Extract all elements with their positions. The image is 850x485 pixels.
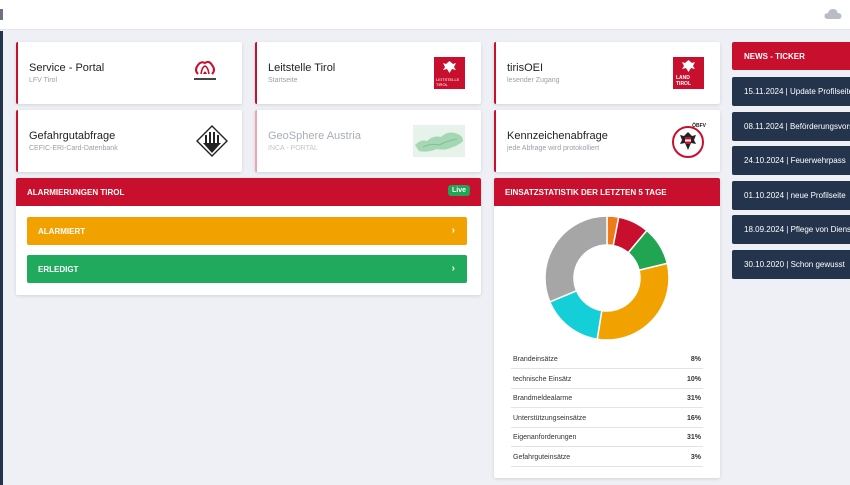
oebfv-logo-text: ÖBFV [692, 123, 706, 129]
card-title: Leitstelle Tirol [268, 62, 336, 74]
alarm-panel-title: ALARMIERUNGEN TIROL [27, 188, 125, 197]
stats-row-value: 10% [686, 375, 701, 383]
chevron-right-icon: › [451, 225, 455, 236]
alarm-panel: ALARMIERUNGEN TIROL Live ALARMIERT › ERL… [16, 178, 481, 295]
card-tirisoei[interactable]: tirisOEI lesender Zugang LAND TIROL [494, 42, 720, 104]
live-badge: Live [447, 185, 470, 196]
lfv-tirol-logo-icon [194, 60, 216, 80]
news-item[interactable]: 08.11.2024 | Beförderungsvorschlag [732, 111, 850, 141]
alarmiert-button[interactable]: ALARMIERT › [27, 217, 467, 245]
card-subtitle: CEFIC-ERI-Card-Datenbank [29, 145, 118, 152]
erledigt-label: ERLEDIGT [38, 265, 79, 274]
austria-map-icon [413, 125, 465, 157]
donut-chart [544, 215, 670, 341]
stats-row-value: 31% [686, 395, 701, 403]
donut-slice-eigenanforderungen [544, 215, 608, 303]
card-service-portal[interactable]: Service - Portal LFV Tirol [16, 42, 242, 104]
card-leitstelle-tirol[interactable]: Leitstelle Tirol Startseite LEITSTELLE T… [255, 42, 481, 104]
card-subtitle: Startseite [268, 77, 298, 84]
card-subtitle: lesender Zugang [507, 77, 560, 84]
stats-panel-header: EINSATZSTATISTIK DER LETZTEN 5 TAGE [494, 178, 720, 206]
stats-row: Unterstützungseinsätze 16% [511, 409, 703, 428]
card-subtitle: INCA - PORTAL [268, 145, 318, 152]
leitstelle-tirol-logo-icon: LEITSTELLE TIROL [434, 57, 465, 89]
news-ticker-header: NEWS - TICKER [732, 42, 850, 70]
sidebar-rail [0, 31, 3, 485]
news-item[interactable]: 30.10.2020 | Schon gewusst [732, 249, 850, 279]
card-title: tirisOEI [507, 62, 544, 74]
eagle-icon [682, 60, 695, 72]
erledigt-button[interactable]: ERLEDIGT › [27, 255, 467, 283]
stats-row-label: Eigenanforderungen [513, 434, 577, 442]
stats-panel-title: EINSATZSTATISTIK DER LETZTEN 5 TAGE [505, 188, 667, 197]
card-kennzeichenabfrage[interactable]: Kennzeichenabfrage jede Abfrage wird pro… [494, 110, 720, 172]
news-item[interactable]: 18.09.2024 | Pflege von Diensten [732, 215, 850, 244]
stats-row-label: Gefahrguteinsätze [513, 454, 571, 461]
alarm-panel-header: ALARMIERUNGEN TIROL Live [16, 178, 481, 206]
menu-toggle-icon[interactable] [0, 9, 3, 20]
land-tirol-logo-icon: LAND TIROL [673, 57, 704, 89]
hazard-diamond-icon [196, 125, 228, 157]
stats-row-value: 31% [686, 434, 701, 442]
stats-row: technische Einsätz 10% [511, 370, 703, 389]
stats-row-value: 3% [690, 454, 701, 461]
eagle-icon [443, 61, 456, 73]
news-item[interactable]: 24.10.2024 | Feuerwehrpass [732, 146, 850, 175]
oebfv-logo-icon: ÖBFV [670, 123, 706, 159]
donut-slice-brandmeldealarme [596, 262, 670, 341]
stats-row-label: Brandmeldealarme [513, 395, 573, 403]
card-subtitle: LFV Tirol [29, 77, 58, 84]
alarmiert-label: ALARMIERT [38, 227, 86, 236]
stats-row: Brandmeldealarme 31% [511, 389, 703, 409]
card-title: Kennzeichenabfrage [507, 130, 608, 142]
stats-row: Eigenanforderungen 31% [511, 428, 703, 448]
card-subtitle: jede Abfrage wird protokolliert [507, 145, 600, 152]
top-bar [0, 0, 850, 30]
stats-panel: EINSATZSTATISTIK DER LETZTEN 5 TAGE Bran… [494, 178, 720, 478]
land-tirol-logo-text: LAND TIROL [676, 75, 691, 87]
card-gefahrgutabfrage[interactable]: Gefahrgutabfrage CEFIC-ERI-Card-Datenban… [16, 110, 242, 172]
leitstelle-logo-text: LEITSTELLE TIROL [436, 77, 460, 87]
cloud-icon[interactable] [824, 8, 842, 20]
card-title: Gefahrgutabfrage [29, 130, 116, 142]
stats-row: Brandeinsätze 8% [511, 350, 703, 369]
card-geosphere-austria[interactable]: GeoSphere Austria INCA - PORTAL [255, 110, 481, 172]
chevron-right-icon: › [451, 263, 455, 274]
oebfv-emblem-icon [672, 126, 704, 158]
stats-row-label: technische Einsätz [513, 375, 572, 383]
stats-row-label: Unterstützungseinsätze [513, 414, 587, 422]
news-item[interactable]: 15.11.2024 | Update Profilseite [732, 77, 850, 106]
stats-row-label: Brandeinsätze [513, 356, 558, 363]
stats-row-value: 8% [690, 356, 701, 363]
card-title: GeoSphere Austria [268, 130, 361, 142]
stats-row-value: 16% [686, 414, 701, 422]
stats-row: Gefahrguteinsätze 3% [511, 448, 703, 467]
news-item[interactable]: 01.10.2024 | neue Profilseite [732, 180, 850, 210]
card-title: Service - Portal [29, 62, 105, 74]
